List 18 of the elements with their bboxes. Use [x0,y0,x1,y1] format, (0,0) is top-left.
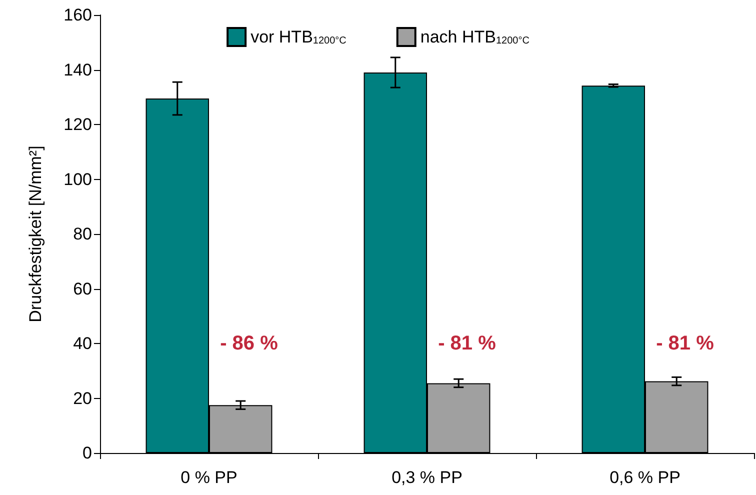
y-axis-title: Druckfestigkeit [N/mm²] [26,146,45,322]
y-tick-label: 40 [73,334,92,353]
x-tick-label: 0,6 % PP [610,468,680,487]
x-tick-label: 0 % PP [180,468,238,487]
legend-label: nach HTB1200°C [420,28,530,46]
y-tick-label: 0 [82,444,92,462]
y-tick-label: 160 [64,6,92,24]
y-tick-label: 100 [64,170,92,189]
y-tick-label: 120 [64,115,92,134]
y-tick-label: 20 [73,388,92,408]
annotation: - 86 % [220,332,278,354]
annotation: - 81 % [656,332,714,354]
y-tick-label: 140 [64,60,92,80]
annotation: - 81 % [438,332,496,354]
y-tick-label: 60 [73,279,92,298]
legend-label: vor HTB1200°C [250,28,346,46]
x-tick-label: 0,3 % PP [392,468,462,487]
y-tick-label: 80 [73,224,92,244]
